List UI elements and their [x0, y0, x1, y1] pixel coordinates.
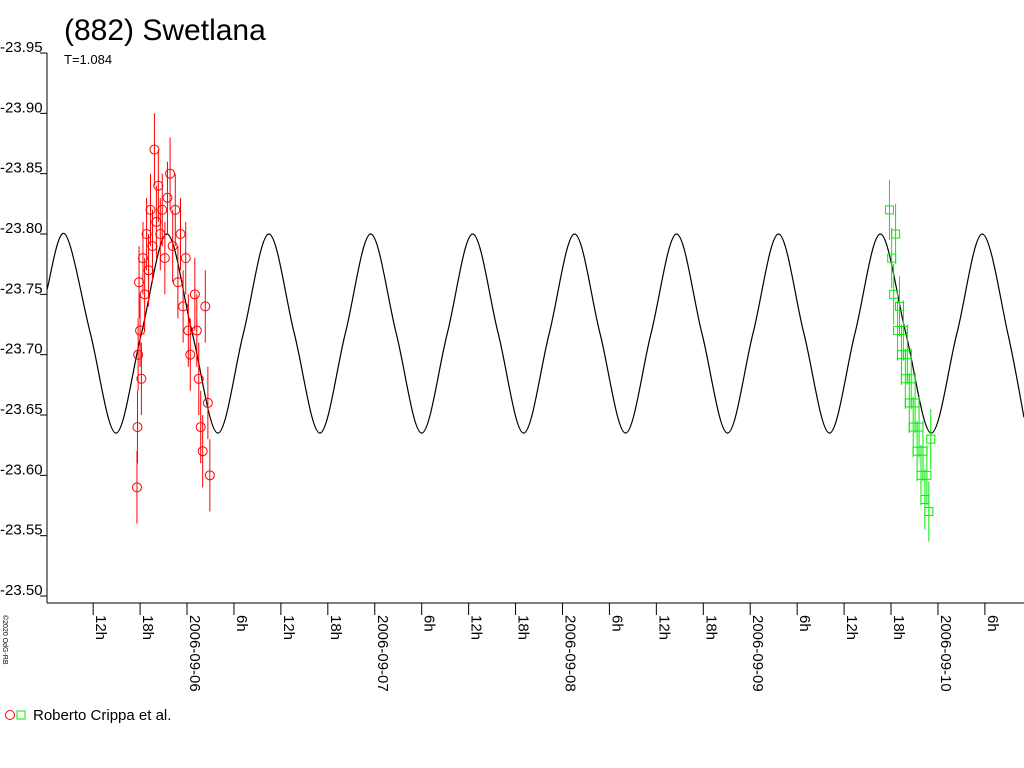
data-point	[193, 373, 204, 384]
data-point	[139, 289, 150, 300]
data-point	[167, 241, 178, 252]
data-point	[191, 325, 202, 336]
data-point	[891, 229, 901, 239]
data-point	[204, 470, 215, 481]
x-tick-label: 2006-09-07	[374, 615, 391, 692]
x-tick-label: 18h	[139, 615, 156, 640]
data-point	[153, 180, 164, 191]
x-tick-label: 2006-09-08	[561, 615, 578, 692]
data-point	[151, 216, 162, 227]
data-point	[195, 422, 206, 433]
y-tick-label: -23.90	[0, 99, 43, 116]
data-point	[134, 277, 145, 288]
data-point	[202, 397, 213, 408]
data-point	[185, 349, 196, 360]
legend-label: Roberto Crippa et al.	[33, 707, 171, 724]
data-point	[159, 253, 170, 264]
y-tick-label: -23.95	[0, 39, 43, 56]
data-point	[170, 204, 181, 215]
data-point	[197, 446, 208, 457]
data-point	[136, 373, 147, 384]
data-point	[178, 301, 189, 312]
x-tick-label: 18h	[327, 615, 344, 640]
x-tick-label: 6h	[233, 615, 250, 632]
data-point	[145, 204, 156, 215]
chart-title: (882) Swetlana	[64, 14, 266, 47]
y-tick-label: -23.85	[0, 160, 43, 177]
data-point	[200, 301, 211, 312]
data-point	[926, 434, 936, 444]
data-point	[141, 229, 152, 239]
data-point	[189, 289, 200, 300]
y-tick-label: -23.80	[0, 220, 43, 237]
y-tick-label: -23.55	[0, 522, 43, 539]
y-tick-label: -23.60	[0, 461, 43, 478]
data-point	[924, 507, 934, 517]
x-tick-label: 12h	[280, 615, 297, 640]
y-tick-label: -23.70	[0, 341, 43, 358]
x-tick-label: 18h	[515, 615, 532, 640]
y-tick-label: -23.75	[0, 280, 43, 297]
x-tick-label: 2006-09-06	[186, 615, 203, 692]
data-point	[165, 168, 176, 179]
x-tick-label: 12h	[843, 615, 860, 640]
y-tick-label: -23.50	[0, 582, 43, 599]
x-tick-label: 12h	[92, 615, 109, 640]
x-tick-label: 12h	[468, 615, 485, 640]
data-point	[183, 325, 194, 336]
data-point	[889, 289, 899, 299]
y-tick-label: -23.65	[0, 401, 43, 418]
data-point	[884, 205, 894, 215]
x-tick-label: 6h	[608, 615, 625, 632]
data-point	[147, 241, 158, 252]
x-tick-label: 18h	[890, 615, 907, 640]
x-tick-label: 6h	[796, 615, 813, 632]
data-point	[143, 265, 154, 276]
data-point	[132, 422, 143, 433]
data-point	[175, 229, 186, 239]
legend-symbol	[5, 710, 15, 720]
x-tick-label: 6h	[984, 615, 1001, 632]
data-point	[131, 482, 142, 493]
data-point	[157, 204, 168, 215]
data-point	[133, 349, 144, 360]
data-point	[149, 144, 160, 155]
data-point	[162, 192, 173, 203]
x-tick-label: 18h	[702, 615, 719, 640]
copyright: ©2020 OdG-RB	[1, 615, 9, 665]
data-point	[137, 253, 148, 264]
x-tick-label: 2006-09-10	[937, 615, 954, 692]
x-tick-label: 12h	[655, 615, 672, 640]
data-point	[180, 253, 191, 264]
data-point	[172, 277, 183, 288]
data-point	[922, 470, 932, 480]
chart-subtitle: T=1.084	[64, 52, 112, 67]
legend-symbol	[16, 710, 26, 720]
x-tick-label: 6h	[421, 615, 438, 632]
model-curve	[46, 233, 1024, 434]
x-tick-label: 2006-09-09	[749, 615, 766, 692]
